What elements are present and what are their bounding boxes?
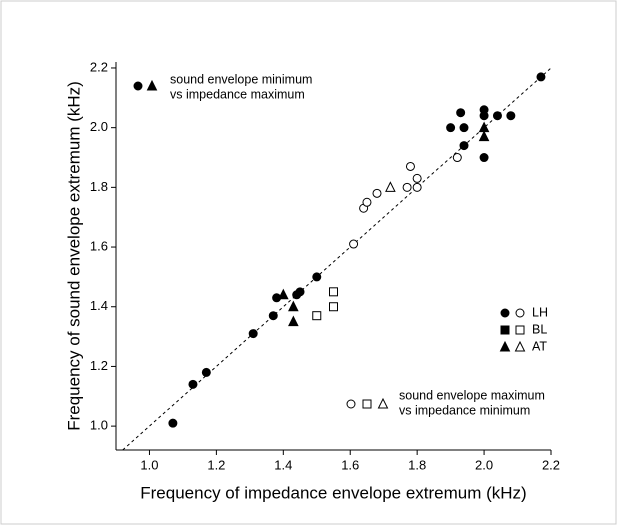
point bbox=[329, 287, 338, 297]
point bbox=[277, 288, 289, 300]
point bbox=[478, 130, 490, 142]
point bbox=[295, 287, 305, 297]
legend-note: vs impedance minimum bbox=[399, 403, 530, 417]
point bbox=[446, 123, 456, 133]
legend-note: vs impedance maximum bbox=[170, 87, 305, 101]
x-tick-label: 2.0 bbox=[475, 457, 493, 472]
point bbox=[515, 325, 525, 335]
point bbox=[268, 311, 278, 321]
point bbox=[377, 397, 389, 409]
point bbox=[288, 315, 299, 327]
point bbox=[288, 300, 299, 312]
x-tick-label: 1.6 bbox=[341, 457, 359, 472]
point bbox=[506, 111, 516, 121]
point bbox=[405, 161, 415, 171]
legend-note: sound envelope maximum bbox=[399, 388, 545, 402]
point bbox=[412, 182, 422, 192]
point bbox=[312, 311, 322, 321]
y-tick-label: 1.6 bbox=[90, 238, 108, 253]
point bbox=[412, 173, 422, 183]
point bbox=[201, 367, 211, 377]
x-tick-label: 2.2 bbox=[542, 457, 560, 472]
point bbox=[349, 239, 359, 249]
point bbox=[514, 340, 526, 352]
y-tick-label: 1.2 bbox=[90, 358, 108, 373]
y-tick-label: 2.0 bbox=[90, 119, 108, 134]
point bbox=[499, 340, 511, 352]
point bbox=[459, 123, 469, 133]
point bbox=[133, 81, 143, 91]
x-tick-label: 1.8 bbox=[408, 457, 426, 472]
y-axis-label: Frequency of sound envelope extremum (kH… bbox=[64, 81, 83, 431]
point bbox=[478, 121, 490, 133]
point bbox=[492, 111, 502, 121]
point bbox=[248, 329, 258, 339]
point bbox=[312, 272, 322, 282]
point bbox=[500, 325, 510, 335]
point bbox=[515, 308, 525, 318]
point bbox=[459, 141, 469, 151]
point bbox=[452, 153, 462, 163]
y-tick-label: 2.2 bbox=[90, 59, 108, 74]
x-axis-label: Frequency of impedance envelope extremum… bbox=[140, 483, 526, 502]
point bbox=[188, 379, 198, 389]
legend-note: sound envelope minimum bbox=[170, 72, 312, 86]
point bbox=[385, 181, 396, 192]
y-tick-label: 1.0 bbox=[90, 418, 108, 433]
point bbox=[456, 108, 466, 118]
point bbox=[372, 188, 382, 198]
point bbox=[362, 197, 372, 207]
point bbox=[500, 308, 510, 318]
x-tick-label: 1.4 bbox=[274, 457, 292, 472]
point bbox=[329, 302, 338, 312]
point bbox=[479, 153, 489, 163]
x-tick-label: 1.0 bbox=[140, 457, 158, 472]
y-tick-label: 1.8 bbox=[90, 179, 108, 194]
point bbox=[346, 399, 356, 409]
legend-label: AT bbox=[532, 339, 547, 353]
x-tick-label: 1.2 bbox=[207, 457, 225, 472]
legend-label: BL bbox=[532, 322, 547, 336]
point bbox=[479, 111, 489, 121]
point bbox=[146, 79, 158, 91]
point bbox=[536, 72, 546, 82]
legend-label: LH bbox=[532, 305, 548, 319]
y-tick-label: 1.4 bbox=[90, 298, 108, 313]
point bbox=[168, 418, 178, 428]
point bbox=[362, 399, 372, 409]
point bbox=[402, 182, 412, 192]
